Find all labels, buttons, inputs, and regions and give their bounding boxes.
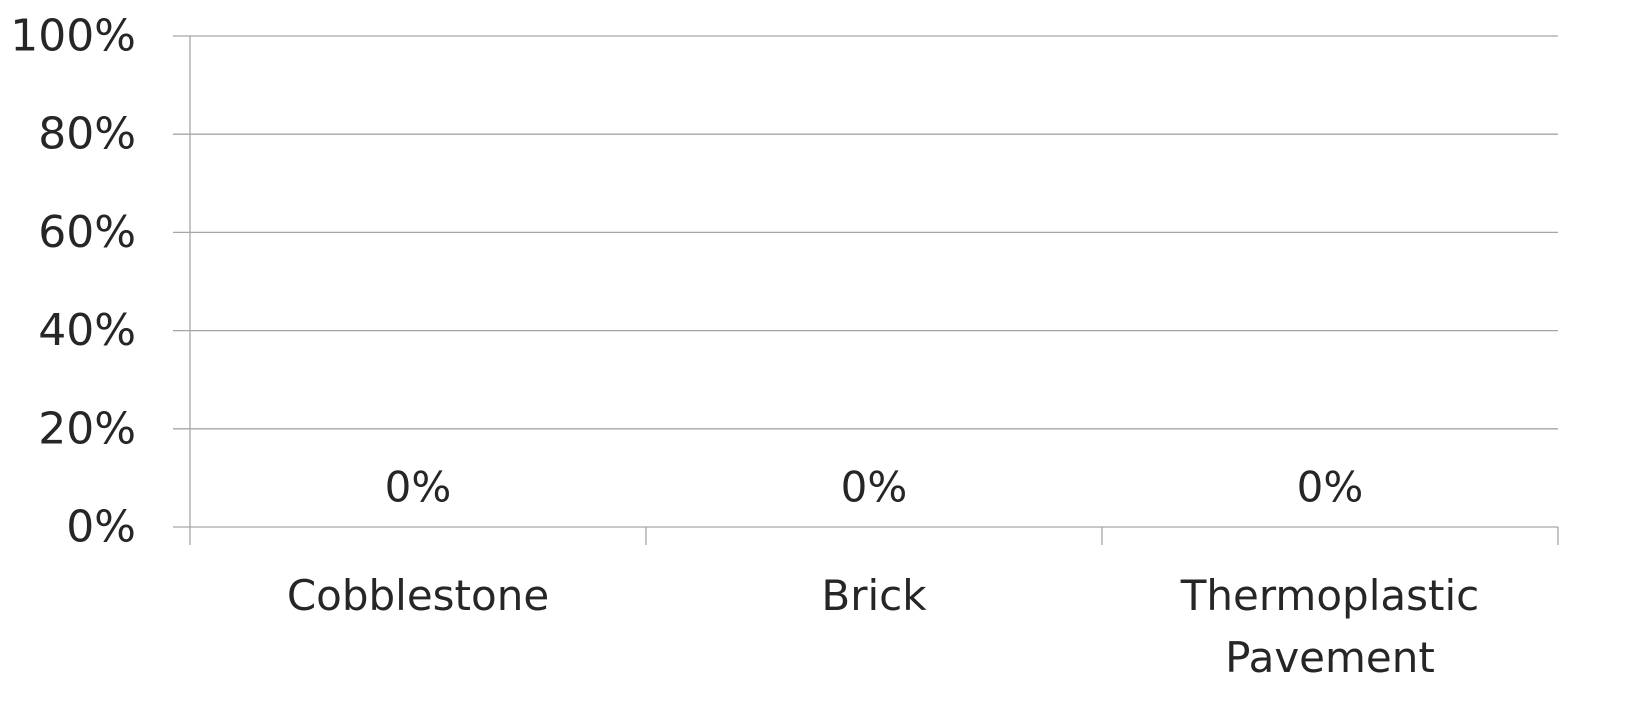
y-tick-label: 80% <box>38 109 136 160</box>
y-tick-label: 100% <box>10 11 136 62</box>
x-tick-label: Brick <box>821 571 927 620</box>
gridlines <box>173 35 1558 430</box>
y-tick-label: 0% <box>66 502 136 553</box>
y-tick-label: 40% <box>38 305 136 356</box>
y-axis-tick-labels: 0% 20% 40% 60% 80% 100% <box>10 11 136 553</box>
data-label: 0% <box>1297 463 1364 512</box>
x-tick-label: Cobblestone <box>287 571 549 620</box>
x-tick-label: Thermoplastic Pavement <box>1180 571 1479 682</box>
y-tick-label: 60% <box>38 207 136 258</box>
x-axis <box>173 36 1559 545</box>
x-axis-tick-labels: Cobblestone Brick Thermoplastic Pavement <box>287 571 1479 682</box>
data-labels: 0% 0% 0% <box>385 463 1364 512</box>
data-label: 0% <box>841 463 908 512</box>
data-label: 0% <box>385 463 452 512</box>
y-tick-label: 20% <box>38 403 136 454</box>
